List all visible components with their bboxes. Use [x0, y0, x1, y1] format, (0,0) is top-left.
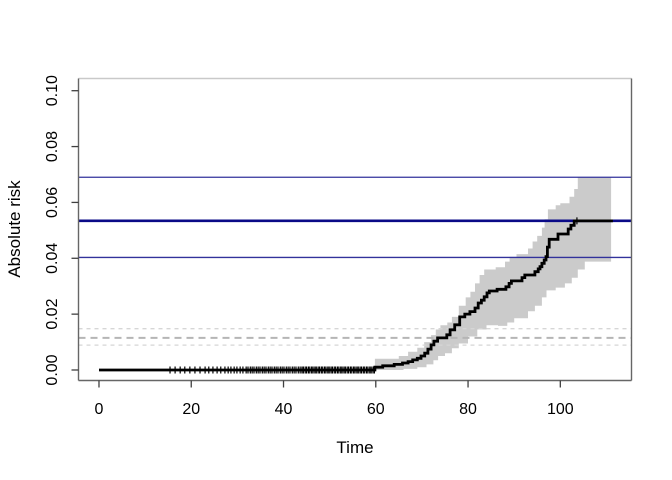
y-tick-label: 0.02 [44, 298, 61, 329]
y-tick-label: 0.06 [44, 187, 61, 218]
x-tick-label: 20 [182, 401, 200, 418]
curve-layer [99, 217, 613, 374]
band-layer [374, 177, 612, 370]
y-tick-label: 0.00 [44, 354, 61, 385]
x-tick-label: 100 [547, 401, 574, 418]
x-axis-title: Time [336, 438, 373, 457]
axes-layer: 0 20 40 60 80 100 0.00 0.02 0.04 0.06 0.08 0.10 [44, 75, 633, 418]
y-tick-label: 0.08 [44, 131, 61, 162]
y-tick-label: 0.10 [44, 75, 61, 106]
x-tick-label: 60 [367, 401, 385, 418]
x-tick-label: 80 [459, 401, 477, 418]
x-tick-label: 0 [95, 401, 104, 418]
y-axis-title: Absolute risk [5, 180, 24, 278]
y-tick-label: 0.04 [44, 243, 61, 274]
x-tick-label: 40 [275, 401, 293, 418]
absolute-risk-step-curve [99, 219, 613, 372]
confidence-band [374, 177, 612, 370]
reference-lines-layer [78, 176, 632, 346]
